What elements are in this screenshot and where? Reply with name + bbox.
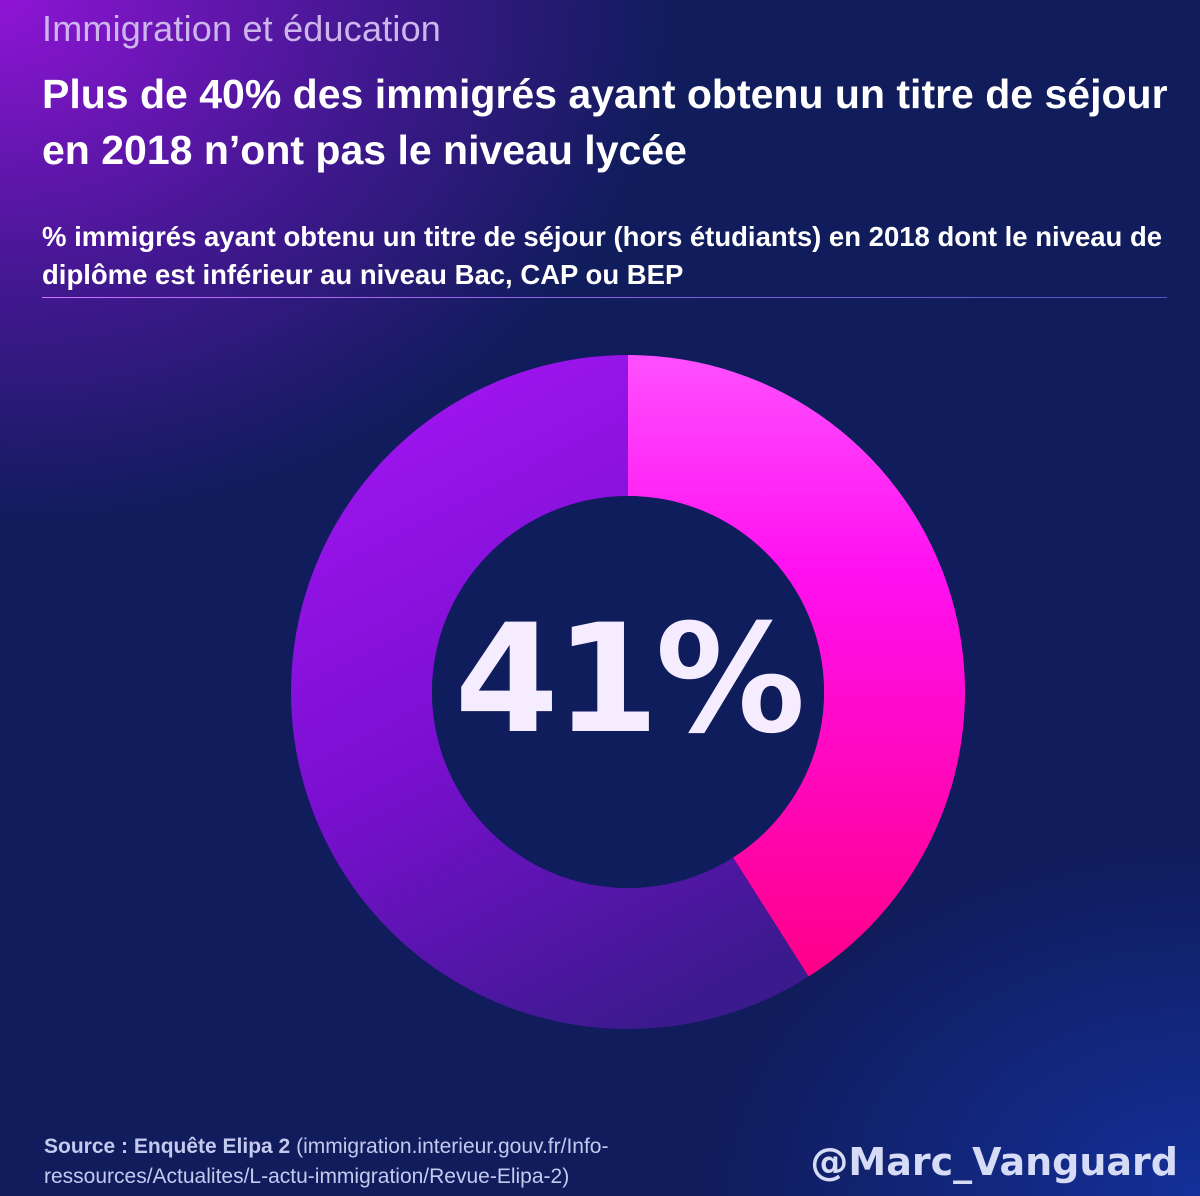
donut-hole (432, 496, 824, 888)
chart-subtitle: % immigrés ayant obtenu un titre de séjo… (42, 221, 1163, 290)
source-detail: (immigration.interieur.gouv.fr/Info-ress… (44, 1135, 609, 1188)
source-label: Source : Enquête Elipa 2 (44, 1135, 291, 1158)
source-note: Source : Enquête Elipa 2 (immigration.in… (44, 1132, 764, 1192)
donut-slice-rest (290, 355, 809, 1029)
center-value-label: 41% (454, 593, 805, 767)
subtitle-divider (42, 297, 1167, 298)
author-handle: @Marc_Vanguard (810, 1140, 1178, 1184)
chart-title: Plus de 40% des immigrés ayant obtenu un… (42, 71, 1168, 173)
kicker-label: Immigration et éducation (42, 8, 442, 49)
donut-slice-highlight (628, 355, 965, 977)
